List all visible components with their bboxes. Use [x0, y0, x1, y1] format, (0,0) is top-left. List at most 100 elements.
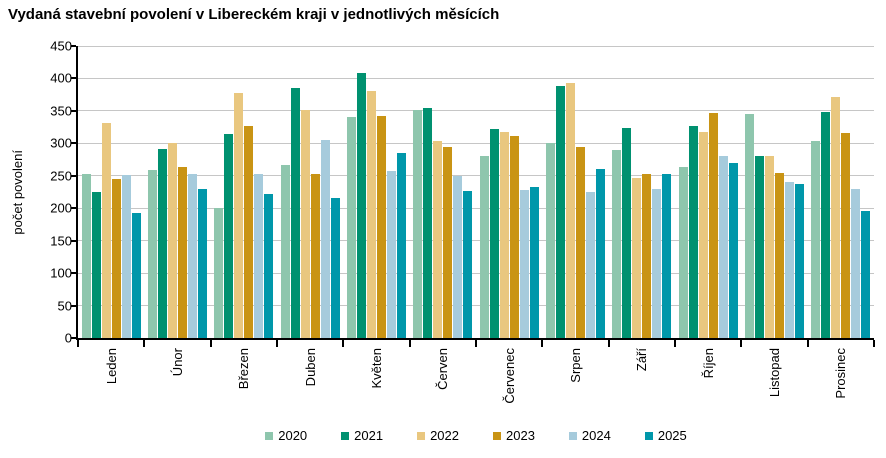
x-label-cell-Říjen: Říjen — [675, 348, 741, 422]
legend-swatch-2020 — [265, 431, 274, 440]
bar-Září-2023 — [642, 174, 652, 338]
legend-item-2022: 2022 — [417, 428, 459, 443]
bar-Srpen-2020 — [545, 143, 555, 338]
bar-Říjen-2020 — [678, 167, 688, 338]
legend-swatch-2023 — [493, 431, 501, 440]
x-tick-mark — [342, 340, 345, 347]
y-tick-label-200: 200 — [50, 200, 72, 216]
legend-label-2021: 2021 — [354, 428, 384, 443]
bar-Březen-2024 — [254, 174, 264, 338]
y-tick-label-100: 100 — [50, 265, 72, 281]
y-tick-label-400: 400 — [50, 70, 72, 86]
bar-Listopad-2020 — [744, 114, 754, 338]
legend-label-2020: 2020 — [278, 428, 308, 443]
y-tick-mark — [71, 174, 76, 177]
bar-Březen-2025 — [264, 194, 274, 338]
legend-item-2023: 2023 — [493, 428, 535, 443]
bar-Červenec-2022 — [499, 132, 509, 338]
y-tick-mark — [71, 207, 76, 210]
bar-Prosinec-2024 — [851, 189, 861, 338]
x-axis-line — [76, 338, 874, 340]
x-tick-mark — [408, 340, 411, 347]
x-label-cell-Březen: Březen — [211, 348, 277, 422]
y-axis-title: počet povolení — [9, 149, 25, 235]
x-label-cell-Duben: Duben — [277, 348, 343, 422]
bar-Červenec-2020 — [479, 156, 489, 338]
bar-Leden-2022 — [101, 123, 111, 338]
bar-Únor-2022 — [167, 143, 177, 338]
bar-Říjen-2024 — [718, 156, 728, 338]
x-label-Únor: Únor — [169, 348, 185, 377]
bar-Červen-2025 — [463, 191, 473, 338]
bar-Listopad-2024 — [784, 182, 794, 338]
bar-Únor-2024 — [187, 174, 197, 338]
bar-Červenec-2024 — [519, 190, 529, 338]
x-label-Červen: Červen — [435, 348, 451, 390]
bar-Červen-2023 — [443, 147, 453, 338]
bar-Prosinec-2021 — [821, 112, 831, 338]
x-label-cell-Únor: Únor — [144, 348, 210, 422]
bar-Únor-2021 — [157, 149, 167, 338]
bar-Říjen-2025 — [728, 163, 738, 338]
bar-Červenec-2023 — [509, 136, 519, 338]
bar-Květen-2023 — [376, 116, 386, 338]
bar-Říjen-2021 — [688, 126, 698, 338]
legend-label-2022: 2022 — [430, 428, 459, 443]
bar-Červen-2022 — [433, 141, 443, 338]
gridline-150 — [78, 240, 874, 242]
x-label-cell-Srpen: Srpen — [542, 348, 608, 422]
x-label-Květen: Květen — [368, 348, 384, 389]
bar-Prosinec-2025 — [861, 211, 871, 338]
bar-Duben-2021 — [290, 88, 300, 338]
x-tick-mark — [276, 340, 278, 347]
x-tick-mark — [674, 340, 676, 347]
bar-group-Duben — [277, 46, 343, 338]
y-tick-label-250: 250 — [50, 168, 72, 184]
x-label-Leden: Leden — [103, 348, 119, 385]
gridline-350 — [78, 110, 874, 112]
y-tick-mark — [71, 239, 76, 242]
bar-group-Říjen — [675, 46, 741, 338]
y-tick-mark — [71, 77, 76, 80]
bar-group-Květen — [343, 46, 409, 338]
bar-Srpen-2021 — [555, 86, 565, 338]
gridline-50 — [78, 305, 874, 307]
x-label-Září: Září — [634, 348, 650, 372]
bar-group-Březen — [211, 46, 277, 338]
legend: 2020 2021 2022 2023 2024 2025 — [78, 428, 874, 443]
x-label-cell-Červen: Červen — [410, 348, 476, 422]
bar-Prosinec-2022 — [831, 97, 841, 338]
legend-item-2021: 2021 — [341, 428, 383, 443]
x-label-Říjen: Říjen — [700, 348, 716, 379]
x-tick-mark — [873, 340, 875, 347]
y-axis-line — [76, 46, 78, 338]
bar-group-Leden — [78, 46, 144, 338]
chart-title: Vydaná stavební povolení v Libereckém kr… — [8, 6, 500, 23]
legend-label-2024: 2024 — [581, 428, 611, 443]
bar-Srpen-2022 — [565, 83, 575, 338]
bar-Srpen-2023 — [575, 147, 585, 338]
bar-Listopad-2025 — [794, 184, 804, 338]
bar-Listopad-2023 — [774, 173, 784, 338]
bar-group-Červenec — [476, 46, 542, 338]
bar-Červenec-2021 — [489, 129, 499, 338]
x-label-cell-Květen: Květen — [343, 348, 409, 422]
legend-swatch-2022 — [417, 431, 426, 440]
x-label-Listopad: Listopad — [766, 348, 782, 398]
legend-item-2024: 2024 — [568, 428, 611, 443]
x-tick-mark — [541, 340, 544, 347]
y-tick-label-450: 450 — [50, 38, 72, 54]
bar-Říjen-2022 — [698, 132, 708, 338]
y-tick-mark — [71, 45, 76, 47]
y-tick-mark — [71, 272, 76, 275]
gridline-450 — [78, 45, 874, 47]
bar-Duben-2020 — [280, 165, 290, 338]
bar-Září-2024 — [652, 189, 662, 338]
bar-Červen-2020 — [413, 110, 423, 338]
bar-Březen-2020 — [214, 208, 224, 338]
bar-Listopad-2021 — [754, 156, 764, 338]
y-tick-label-50: 50 — [57, 298, 72, 314]
x-tick-mark — [209, 340, 212, 347]
x-label-Duben: Duben — [302, 348, 318, 387]
x-label-Březen: Březen — [236, 348, 252, 390]
